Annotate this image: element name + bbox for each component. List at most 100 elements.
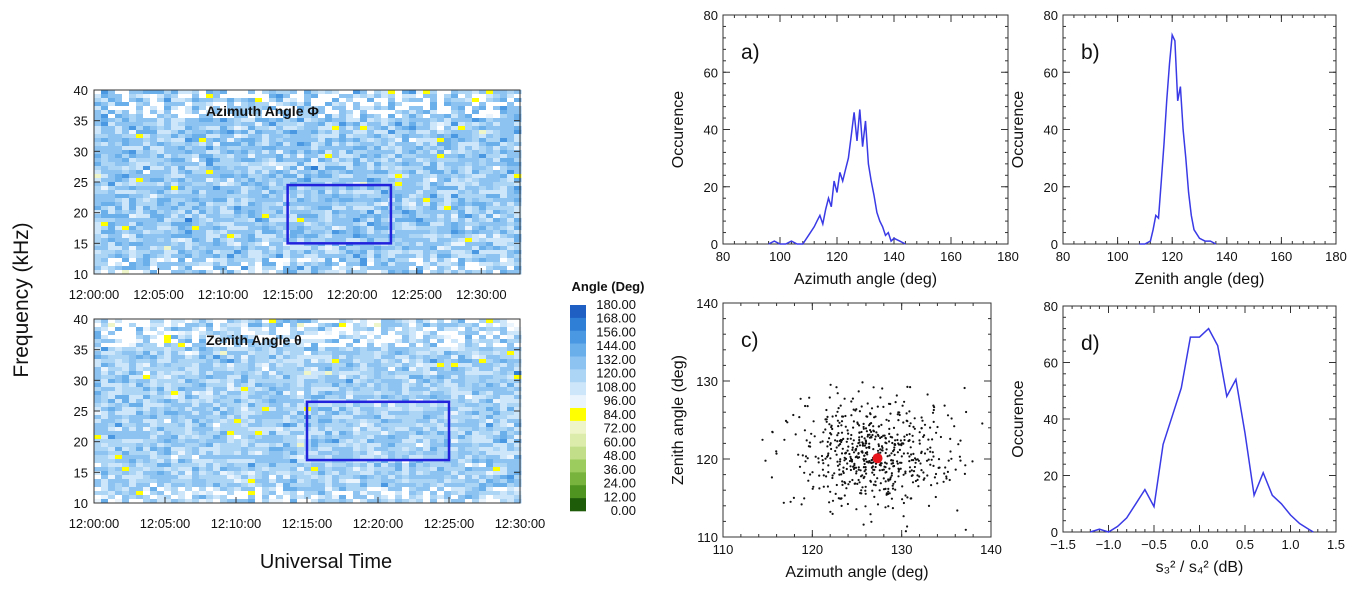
scatter-point bbox=[929, 450, 932, 453]
scatter-point bbox=[927, 458, 930, 461]
colorbar-swatch bbox=[570, 408, 586, 422]
scatter-point bbox=[855, 472, 858, 475]
scatter-point bbox=[926, 393, 929, 396]
scatter-point bbox=[913, 457, 917, 460]
scatter-point bbox=[872, 386, 875, 389]
scatter-point bbox=[890, 474, 893, 477]
scatter-point bbox=[847, 445, 850, 448]
scatter-point bbox=[845, 440, 848, 443]
scatter-point bbox=[910, 453, 913, 456]
x-tick-label: 120 bbox=[1161, 249, 1183, 264]
scatter-point bbox=[864, 458, 867, 461]
scatter-point bbox=[877, 444, 881, 448]
scatter-point bbox=[842, 470, 845, 473]
scatter-point bbox=[858, 424, 861, 427]
scatter-point bbox=[824, 428, 827, 431]
y-tick-label: 20 bbox=[1044, 180, 1058, 195]
scatter-point bbox=[856, 445, 859, 448]
scatter-point bbox=[841, 480, 844, 483]
scatter-point bbox=[947, 459, 950, 462]
scatter-point bbox=[887, 487, 890, 490]
scatter-point bbox=[863, 462, 866, 466]
plot-frame bbox=[722, 302, 992, 538]
scatter-point bbox=[876, 477, 879, 480]
scatter-point bbox=[891, 487, 895, 490]
scatter-point bbox=[930, 484, 933, 487]
scatter-point bbox=[875, 431, 878, 434]
scatter-point bbox=[846, 437, 849, 440]
scatter-point bbox=[831, 476, 834, 480]
scatter-point bbox=[829, 490, 832, 493]
scatter-point bbox=[945, 477, 948, 480]
scatter-point bbox=[908, 460, 911, 463]
scatter-point bbox=[841, 447, 844, 450]
scatter-point bbox=[828, 437, 831, 440]
scatter-point bbox=[886, 455, 889, 458]
plot-frame bbox=[1062, 14, 1337, 245]
scatter-point bbox=[857, 390, 860, 393]
scatter-point bbox=[946, 414, 950, 417]
scatter-point bbox=[870, 520, 873, 523]
scatter-point bbox=[874, 462, 878, 465]
scatter-point bbox=[831, 512, 834, 516]
scatter-point bbox=[876, 433, 880, 436]
scatter-point bbox=[906, 496, 909, 499]
y-tick-label: 0 bbox=[1051, 525, 1058, 540]
scatter-point bbox=[860, 492, 863, 495]
scatter-point bbox=[817, 457, 820, 460]
scatter-point bbox=[850, 400, 853, 403]
x-tick-label: 12:10:00 bbox=[198, 287, 249, 302]
scatter-point bbox=[873, 473, 876, 476]
panel-label: a) bbox=[741, 41, 760, 64]
scatter-point bbox=[889, 412, 892, 415]
scatter-point bbox=[872, 425, 875, 428]
panel-label: b) bbox=[1081, 41, 1100, 64]
colorbar-tick-label: 60.00 bbox=[603, 434, 636, 449]
x-tick-label: 12:05:00 bbox=[133, 287, 184, 302]
scatter-point bbox=[931, 451, 934, 454]
scatter-point bbox=[918, 475, 921, 478]
scatter-point bbox=[900, 455, 903, 458]
x-tick-label: 130 bbox=[891, 542, 913, 557]
scatter-point bbox=[828, 396, 831, 399]
scatter-point bbox=[959, 459, 962, 462]
scatter-point bbox=[934, 472, 938, 476]
scatter-point bbox=[963, 472, 967, 475]
scatter-point bbox=[840, 504, 843, 507]
scatter-point bbox=[909, 386, 912, 389]
scatter-point bbox=[813, 435, 816, 438]
scatter-point bbox=[894, 488, 897, 491]
scatter-point bbox=[885, 462, 888, 465]
scatter-point bbox=[858, 431, 861, 434]
colorbar-tick-label: 84.00 bbox=[603, 407, 636, 422]
scatter-point bbox=[878, 463, 881, 466]
x-axis-label: s₃² / s₄² (dB) bbox=[1156, 559, 1244, 576]
scatter-point bbox=[846, 429, 849, 432]
scatter-point bbox=[896, 451, 900, 454]
scatter-point bbox=[914, 479, 918, 483]
scatter-point bbox=[838, 468, 841, 471]
scatter-point bbox=[808, 441, 812, 444]
scatter-point bbox=[899, 467, 902, 470]
scatter-point bbox=[834, 492, 837, 495]
x-tick-label: 12:20:00 bbox=[353, 516, 404, 531]
scatter-point bbox=[950, 417, 953, 420]
scatter-point bbox=[902, 452, 906, 455]
scatter-point bbox=[864, 505, 867, 508]
scatter-point bbox=[859, 469, 862, 472]
scatter-point bbox=[899, 443, 903, 446]
scatter-point bbox=[862, 422, 865, 425]
colorbar-swatch bbox=[570, 305, 586, 319]
scatter-point bbox=[874, 435, 877, 438]
y-tick-label: 30 bbox=[74, 373, 88, 388]
scatter-point bbox=[804, 460, 807, 463]
scatter-point bbox=[844, 425, 847, 428]
scatter-point bbox=[870, 466, 874, 469]
scatter-point bbox=[885, 493, 888, 496]
colorbar-tick-label: 12.00 bbox=[603, 489, 636, 504]
scatter-point bbox=[927, 438, 930, 441]
scatter-point bbox=[844, 414, 847, 418]
scatter-point bbox=[809, 473, 812, 476]
scatter-point bbox=[956, 509, 959, 512]
colorbar-title: Angle (Deg) bbox=[572, 279, 645, 294]
